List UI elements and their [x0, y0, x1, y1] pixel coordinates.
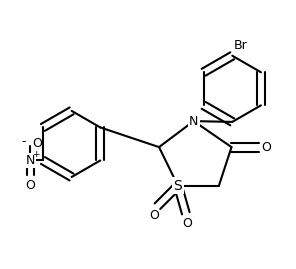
- Text: +: +: [32, 150, 40, 159]
- Text: S: S: [173, 179, 182, 193]
- Text: O: O: [32, 137, 42, 150]
- Text: O: O: [25, 179, 35, 192]
- Text: O: O: [182, 217, 192, 230]
- Text: O: O: [261, 141, 271, 154]
- Text: -: -: [22, 135, 26, 148]
- Text: N: N: [26, 154, 35, 167]
- Text: Br: Br: [234, 39, 248, 52]
- Text: O: O: [149, 209, 159, 222]
- Text: N: N: [189, 115, 198, 128]
